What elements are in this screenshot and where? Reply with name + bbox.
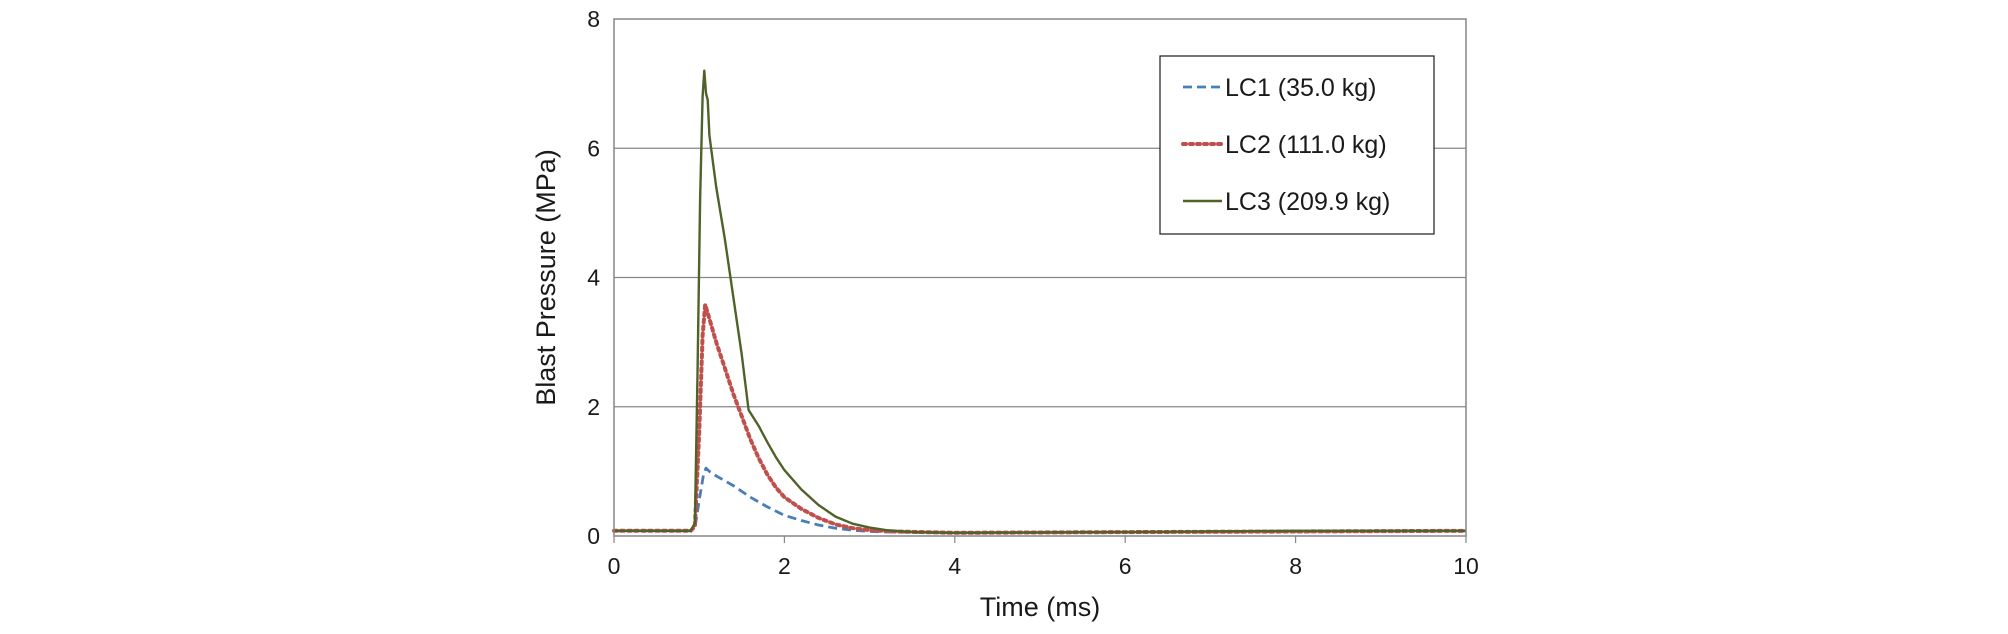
x-tick-label: 10 bbox=[1453, 553, 1479, 579]
x-axis-ticks: 0 2 4 6 8 10 bbox=[608, 536, 1479, 579]
legend-label-lc3: LC3 (209.9 kg) bbox=[1225, 188, 1390, 216]
plot-area-frame bbox=[613, 18, 1467, 537]
y-tick-label: 0 bbox=[587, 523, 600, 549]
y-tick-label: 8 bbox=[587, 6, 600, 32]
legend-label-lc1: LC1 (35.0 kg) bbox=[1225, 74, 1376, 102]
y-tick-label: 6 bbox=[587, 135, 600, 161]
x-axis-label: Time (ms) bbox=[980, 592, 1100, 622]
x-tick-label: 0 bbox=[608, 553, 621, 579]
y-tick-label: 2 bbox=[587, 394, 600, 420]
series-line-lc1 bbox=[614, 466, 1467, 535]
legend-label-lc2: LC2 (111.0 kg) bbox=[1225, 131, 1387, 159]
x-tick-label: 8 bbox=[1289, 553, 1302, 579]
series-line-lc3 bbox=[614, 69, 1466, 534]
x-tick-label: 6 bbox=[1119, 553, 1132, 579]
x-tick-label: 2 bbox=[778, 553, 791, 579]
y-axis-label: Blast Pressure (MPa) bbox=[531, 149, 561, 406]
y-axis-ticks: 0 2 4 6 8 bbox=[587, 6, 600, 549]
x-tick-label: 4 bbox=[948, 553, 961, 579]
legend: LC1 (35.0 kg) LC2 (111.0 kg) LC3 (209.9 kg… bbox=[1159, 55, 1435, 235]
y-tick-label: 4 bbox=[587, 265, 600, 291]
series-lines bbox=[612, 69, 1468, 535]
